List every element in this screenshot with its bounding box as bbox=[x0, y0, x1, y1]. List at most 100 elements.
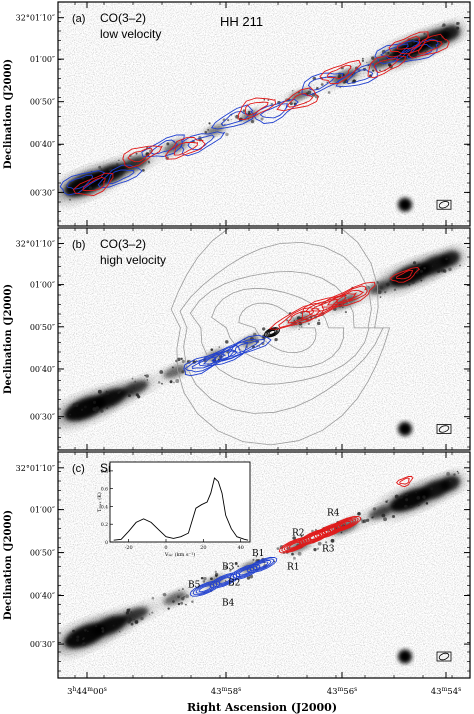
jet-speckle bbox=[129, 390, 133, 394]
red-lobe-contour bbox=[276, 87, 319, 112]
jet-emission-knot bbox=[440, 25, 460, 41]
blue-knot-contour bbox=[249, 558, 275, 572]
jet-speckle bbox=[366, 61, 368, 64]
blue-lobe-contour bbox=[141, 134, 185, 158]
jet-speckle bbox=[291, 552, 294, 556]
inset-y-tick-label: 0.8 bbox=[101, 469, 108, 475]
red-knot-contour bbox=[281, 538, 309, 553]
jet-speckle bbox=[412, 261, 417, 265]
jet-speckle bbox=[204, 130, 208, 134]
y-axis-title: Declination (J2000) bbox=[3, 284, 14, 394]
red-lobe-contour bbox=[395, 269, 414, 280]
jet-speckle bbox=[298, 328, 300, 331]
jet-speckle bbox=[381, 513, 386, 518]
jet-speckle bbox=[92, 400, 97, 404]
jet-speckle bbox=[69, 635, 73, 639]
jet-speckle bbox=[441, 25, 444, 28]
jet-speckle bbox=[325, 541, 328, 544]
inset-x-label: Vₗₛᵣ (km s⁻¹) bbox=[164, 551, 195, 558]
jet-speckle bbox=[456, 26, 460, 30]
jet-speckle bbox=[311, 529, 314, 533]
jet-speckle bbox=[100, 409, 104, 413]
jet-speckle bbox=[140, 617, 144, 621]
x-tick-label: 43m56s bbox=[327, 686, 357, 697]
jet-speckle bbox=[100, 394, 103, 397]
jet-speckle bbox=[318, 319, 320, 321]
jet-speckle bbox=[82, 642, 86, 646]
jet-speckle bbox=[101, 630, 105, 633]
jet-speckle bbox=[177, 357, 181, 362]
jet-speckle bbox=[167, 607, 170, 610]
jet-speckle bbox=[98, 165, 102, 169]
inset-x-tick-label: -20 bbox=[125, 545, 133, 551]
jet-speckle bbox=[180, 357, 183, 360]
jet-speckle bbox=[316, 321, 321, 326]
jet-speckle bbox=[453, 473, 456, 476]
jet-speckle bbox=[344, 310, 347, 314]
red-knot-contour bbox=[399, 477, 410, 485]
jet-speckle bbox=[362, 519, 367, 523]
red-knot-contour bbox=[331, 517, 359, 532]
jet-speckle bbox=[445, 257, 448, 261]
red-knot-contour bbox=[328, 515, 362, 533]
jet-speckle bbox=[184, 603, 187, 606]
jet-speckle bbox=[144, 374, 146, 377]
red-knot-contour bbox=[288, 541, 302, 549]
blue-lobe-contour bbox=[234, 340, 259, 354]
jet-speckle bbox=[345, 294, 347, 297]
blue-lobe-contour bbox=[211, 349, 238, 363]
inset-frame bbox=[109, 461, 251, 543]
jet-speckle bbox=[75, 417, 77, 420]
jet-speckle bbox=[457, 472, 460, 474]
jet-speckle bbox=[131, 377, 134, 380]
blue-knot-contour bbox=[195, 583, 215, 594]
jet-speckle bbox=[101, 627, 104, 630]
jet-speckle bbox=[337, 75, 342, 79]
jet-speckle bbox=[443, 40, 447, 44]
jet-speckle bbox=[293, 556, 296, 560]
jet-emission-knot bbox=[121, 380, 149, 396]
y-axis-title: Declination (J2000) bbox=[3, 510, 14, 620]
jet-speckle bbox=[208, 122, 211, 125]
jet-speckle bbox=[95, 406, 100, 410]
jet-speckle bbox=[440, 268, 445, 273]
jet-speckle bbox=[173, 381, 175, 384]
jet-speckle bbox=[385, 51, 389, 56]
blue-lobe-contour bbox=[227, 338, 265, 357]
jet-speckle bbox=[133, 618, 135, 621]
jet-speckle bbox=[448, 479, 452, 483]
jet-speckle bbox=[87, 630, 89, 633]
jet-speckle bbox=[145, 374, 149, 378]
jet-speckle bbox=[100, 168, 103, 170]
jet-speckle bbox=[383, 517, 387, 522]
jet-speckle bbox=[181, 370, 185, 374]
jet-speckle bbox=[226, 350, 229, 354]
jet-speckle bbox=[389, 280, 392, 283]
jet-speckle bbox=[361, 57, 364, 60]
y-tick-label: 01′00″ bbox=[30, 281, 55, 290]
jet-emission-knot bbox=[163, 591, 187, 605]
continuum-contour bbox=[268, 329, 276, 335]
jet-speckle bbox=[200, 576, 204, 580]
jet-speckle bbox=[300, 325, 303, 328]
jet-speckle bbox=[84, 643, 87, 646]
jet-speckle bbox=[162, 592, 167, 597]
knot-label-b4: B4 bbox=[222, 599, 235, 609]
jet-speckle bbox=[72, 646, 75, 648]
jet-speckle bbox=[105, 406, 109, 410]
jet-speckle bbox=[105, 391, 110, 396]
jet-speckle bbox=[160, 382, 163, 385]
y-tick-label: 00′40″ bbox=[30, 592, 55, 601]
blue-lobe-contour bbox=[374, 40, 421, 65]
jet-speckle bbox=[75, 404, 79, 408]
blue-lobe-contour bbox=[198, 341, 248, 367]
jet-speckle bbox=[234, 562, 238, 565]
x-tick-label: 3h44m00s bbox=[67, 686, 107, 697]
jet-speckle bbox=[181, 596, 185, 601]
red-lobe-contour bbox=[319, 59, 362, 85]
inset-y-tick-label: 0.6 bbox=[101, 487, 108, 493]
x-tick-label: 43m58s bbox=[211, 686, 241, 697]
jet-speckle bbox=[386, 282, 390, 287]
beam-ellipse bbox=[438, 652, 450, 661]
